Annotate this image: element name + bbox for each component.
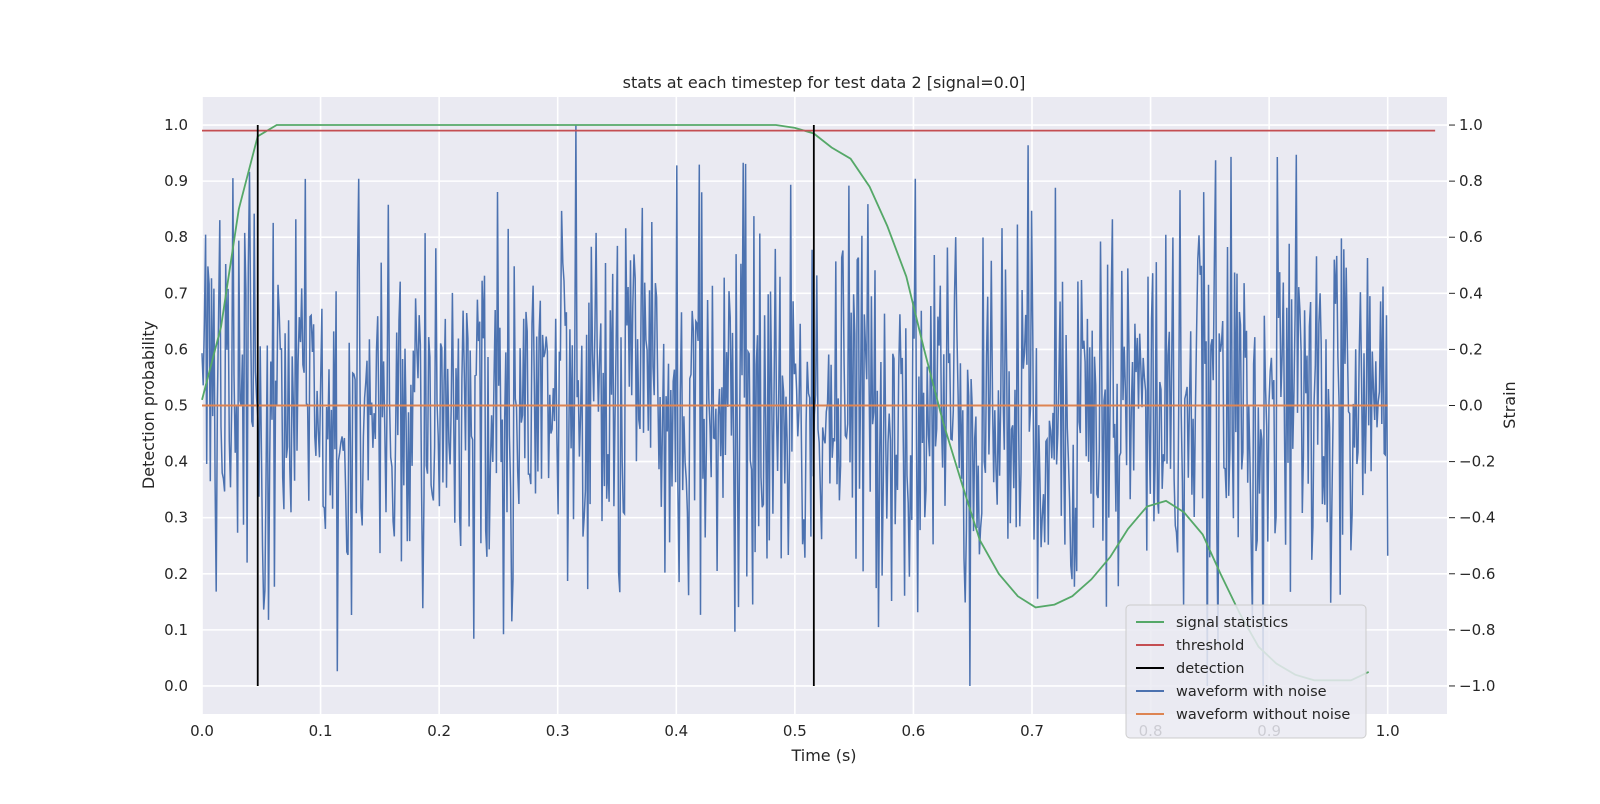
legend-box	[1125, 604, 1367, 739]
y2-tick-label: −0.8	[1459, 621, 1495, 639]
x-tick-label: 0.4	[664, 722, 688, 740]
y-tick-label: 0.4	[164, 453, 188, 471]
x-tick-label: 0.3	[546, 722, 570, 740]
y2-tick-label: 0.0	[1459, 397, 1483, 415]
y2-tick-label: −1.0	[1459, 677, 1495, 695]
x-tick-label: 0.0	[190, 722, 214, 740]
x-tick-label: 0.6	[901, 722, 925, 740]
x-tick-label: 1.0	[1376, 722, 1400, 740]
y2-tick-label: 1.0	[1459, 116, 1483, 134]
y-tick-label: 0.2	[164, 565, 188, 583]
y2-tick-label: 0.2	[1459, 340, 1483, 358]
y-tick-label: 1.0	[164, 116, 188, 134]
legend-label: threshold	[1176, 638, 1244, 654]
y-tick-label: 0.5	[164, 397, 188, 415]
y2-tick-label: 0.8	[1459, 172, 1483, 190]
y-tick-label: 0.9	[164, 172, 188, 190]
y-tick-label: 0.3	[164, 509, 188, 527]
y-tick-label: 0.7	[164, 284, 188, 302]
y-tick-label: 0.8	[164, 228, 188, 246]
y2-tick-label: 0.4	[1459, 284, 1483, 302]
x-tick-label: 0.5	[783, 722, 807, 740]
x-tick-label: 0.7	[1020, 722, 1044, 740]
x-tick-label: 0.2	[427, 722, 451, 740]
legend-label: waveform with noise	[1176, 684, 1327, 700]
chart-title: stats at each timestep for test data 2 […	[623, 73, 1026, 92]
y-tick-label: 0.6	[164, 340, 188, 358]
y-axis-label: Detection probability	[139, 321, 158, 489]
y2-axis-label: Strain	[1500, 381, 1519, 428]
y-tick-label: 0.0	[164, 677, 188, 695]
legend-label: detection	[1176, 661, 1244, 677]
series-layer	[201, 124, 1436, 687]
series-waveform-with-noise	[201, 124, 1389, 687]
y2-tick-label: −0.4	[1459, 509, 1495, 527]
y2-tick-label: 0.6	[1459, 228, 1483, 246]
x-tick-label: 0.1	[309, 722, 333, 740]
y2-tick-label: −0.6	[1459, 565, 1495, 583]
legend: signal statistics threshold detection wavef…	[1125, 604, 1367, 739]
legend-label: waveform without noise	[1176, 707, 1350, 723]
y2-tick-label: −0.2	[1459, 453, 1495, 471]
legend-label: signal statistics	[1176, 615, 1288, 631]
y-tick-label: 0.1	[164, 621, 188, 639]
x-axis-label: Time (s)	[790, 746, 856, 765]
